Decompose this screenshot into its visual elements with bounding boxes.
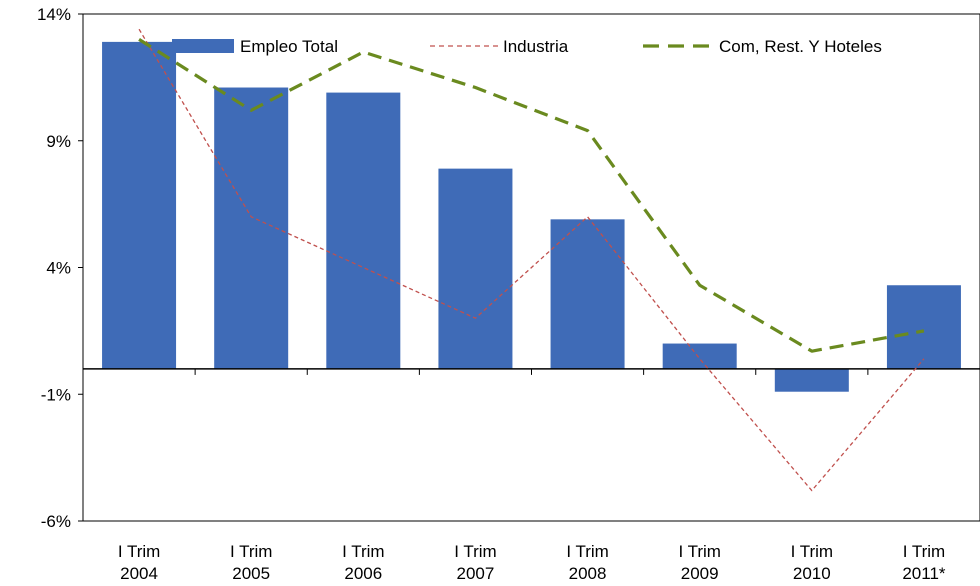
x-tick-label: I Trim xyxy=(903,542,946,561)
x-tick-label: I Trim xyxy=(454,542,497,561)
bar-empleo-total xyxy=(326,92,401,369)
legend-label: Com, Rest. Y Hoteles xyxy=(719,37,882,56)
x-tick-label: 2006 xyxy=(344,564,382,583)
line-com-rest-hoteles xyxy=(138,37,925,353)
legend: Empleo Total Industria Com, Rest. Y Hotele… xyxy=(172,37,882,56)
bar-empleo-total xyxy=(886,285,961,369)
x-tick-label: 2010 xyxy=(793,564,831,583)
x-tick-label: I Trim xyxy=(566,542,609,561)
bars-layer xyxy=(102,41,961,392)
x-tick-label: 2011* xyxy=(902,564,946,583)
y-tick-label: -1% xyxy=(41,385,71,404)
x-tick-label: 2009 xyxy=(681,564,719,583)
x-tick-label: 2008 xyxy=(569,564,607,583)
lines-layer xyxy=(138,28,925,492)
bar-empleo-total xyxy=(774,368,849,392)
bar-empleo-total xyxy=(102,41,177,369)
bar-empleo-total xyxy=(438,168,513,369)
axes-layer: 14% 9% 4% -1% -6% I Trim 2004 I Trim 2005 I Trim 2… xyxy=(37,5,980,583)
y-tick-label: -6% xyxy=(41,512,71,531)
x-tick-label: I Trim xyxy=(678,542,721,561)
x-tick-label: I Trim xyxy=(342,542,385,561)
x-tick-label: 2007 xyxy=(457,564,495,583)
legend-label: Empleo Total xyxy=(240,37,338,56)
legend-label: Industria xyxy=(503,37,569,56)
y-tick-label: 4% xyxy=(46,259,71,278)
y-tick-label: 9% xyxy=(46,132,71,151)
bar-empleo-total xyxy=(550,219,625,369)
legend-swatch-bar xyxy=(172,39,234,53)
x-tick-label: I Trim xyxy=(230,542,273,561)
bar-empleo-total xyxy=(662,343,737,369)
x-tick-label: 2005 xyxy=(232,564,270,583)
x-tick-label: I Trim xyxy=(118,542,161,561)
line-industria xyxy=(138,28,925,492)
x-tick-label: 2004 xyxy=(120,564,158,583)
x-tick-label: I Trim xyxy=(791,542,834,561)
y-tick-label: 14% xyxy=(37,5,71,24)
